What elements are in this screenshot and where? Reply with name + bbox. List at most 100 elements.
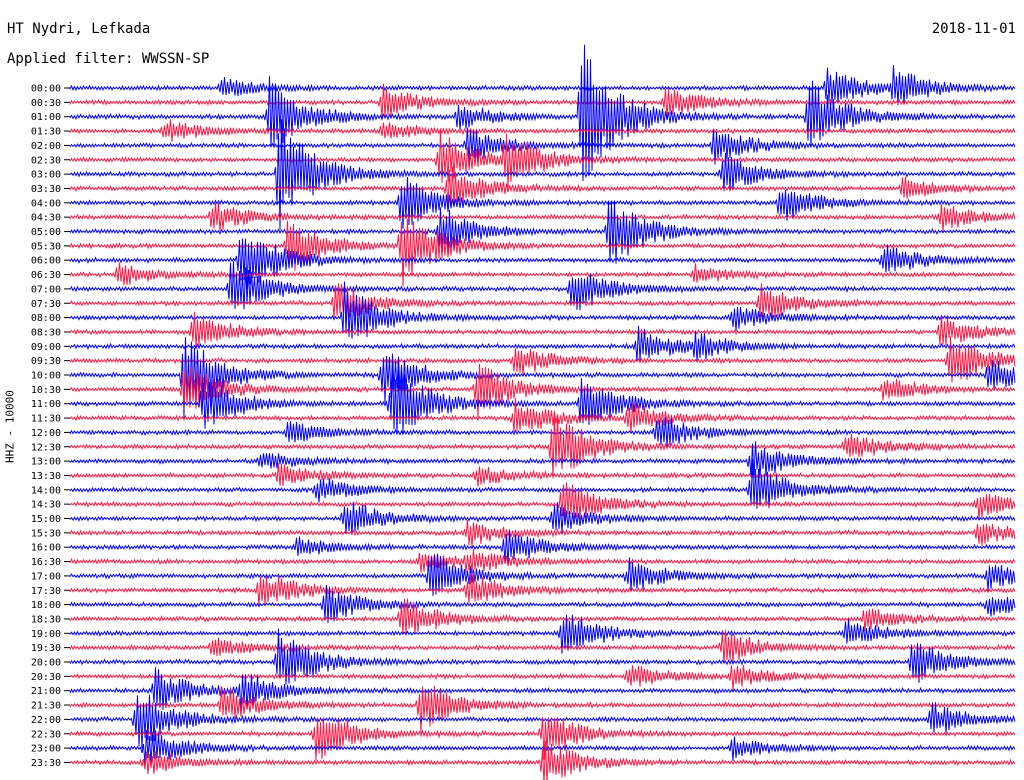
row-tick-label: 07:30 xyxy=(31,299,61,310)
trace-row-0630 xyxy=(69,262,1016,286)
row-tick-label: 16:00 xyxy=(31,543,61,554)
row-tick-label: 14:30 xyxy=(31,500,61,511)
row-tick-label: 06:30 xyxy=(31,270,61,281)
trace-row-1730 xyxy=(69,573,1016,608)
trace-row-1630 xyxy=(69,549,1016,574)
trace-row-1800 xyxy=(69,584,1016,624)
row-tick-label: 05:30 xyxy=(31,241,61,252)
row-tick-label: 12:00 xyxy=(31,428,61,439)
date-label: 2018-11-01 xyxy=(931,21,1016,37)
row-tick-label: 15:30 xyxy=(31,528,61,539)
trace-row-1300 xyxy=(69,441,1016,479)
row-tick-label: 13:00 xyxy=(31,457,61,468)
row-tick-label: 04:30 xyxy=(31,213,61,224)
row-tick-label: 18:30 xyxy=(31,614,61,625)
row-tick-label: 10:00 xyxy=(31,371,61,382)
row-tick-label: 01:30 xyxy=(31,127,61,138)
row-tick-label: 15:00 xyxy=(31,514,61,525)
trace-row-1400 xyxy=(69,458,1016,509)
trace-row-0900 xyxy=(69,325,1016,362)
trace-row-0530 xyxy=(69,219,1016,287)
station-title: HT Nydri, Lefkada xyxy=(7,21,151,37)
row-tick-label: 06:00 xyxy=(31,256,61,267)
trace-row-1830 xyxy=(69,598,1016,636)
row-tick-label: 02:00 xyxy=(31,141,61,152)
row-tick-label: 00:30 xyxy=(31,98,61,109)
trace-row-0100 xyxy=(69,44,1016,182)
trace-row-1530 xyxy=(69,519,1016,548)
row-tick-label: 02:30 xyxy=(31,155,61,166)
row-tick-label: 08:30 xyxy=(31,327,61,338)
row-tick-label: 05:00 xyxy=(31,227,61,238)
row-tick-label: 13:30 xyxy=(31,471,61,482)
trace-row-0300 xyxy=(69,119,1016,230)
row-tick-label: 04:00 xyxy=(31,198,61,209)
row-tick-label: 01:00 xyxy=(31,112,61,123)
row-tick-label: 20:30 xyxy=(31,672,61,683)
row-tick-label: 20:00 xyxy=(31,658,61,669)
trace-row-2330 xyxy=(69,740,1016,780)
trace-row-0600 xyxy=(69,238,1016,290)
row-tick-label: 11:30 xyxy=(31,414,61,425)
row-tick-label: 08:00 xyxy=(31,313,61,324)
trace-row-0930 xyxy=(69,336,1016,383)
trace-row-1200 xyxy=(69,416,1016,447)
row-tick-label: 19:30 xyxy=(31,643,61,654)
trace-row-1600 xyxy=(69,529,1016,566)
row-tick-label: 22:30 xyxy=(31,729,61,740)
trace-row-2230 xyxy=(69,716,1016,762)
trace-row-0830 xyxy=(69,311,1016,348)
trace-row-1430 xyxy=(69,482,1016,521)
row-tick-label: 18:00 xyxy=(31,600,61,611)
row-tick-label: 21:00 xyxy=(31,686,61,697)
trace-row-1930 xyxy=(69,629,1016,665)
trace-row-1000 xyxy=(69,337,1016,419)
row-tick-label: 23:30 xyxy=(31,758,61,769)
row-tick-label: 03:00 xyxy=(31,170,61,181)
trace-row-0800 xyxy=(69,281,1016,339)
trace-row-0130 xyxy=(69,119,1016,142)
trace-row-0700 xyxy=(69,261,1016,311)
row-tick-label: 10:30 xyxy=(31,385,61,396)
trace-row-0200 xyxy=(69,127,1016,165)
trace-row-2000 xyxy=(69,628,1016,685)
row-tick-label: 14:00 xyxy=(31,485,61,496)
row-tick-label: 11:00 xyxy=(31,399,61,410)
row-tick-label: 16:30 xyxy=(31,557,61,568)
trace-row-1900 xyxy=(69,614,1016,654)
trace-row-0430 xyxy=(69,202,1016,233)
trace-row-2130 xyxy=(69,685,1016,734)
trace-row-1100 xyxy=(69,364,1016,435)
row-tick-label: 12:30 xyxy=(31,442,61,453)
trace-row-2030 xyxy=(69,664,1016,691)
row-tick-label: 22:00 xyxy=(31,715,61,726)
row-tick-label: 21:30 xyxy=(31,701,61,712)
trace-row-1500 xyxy=(69,501,1016,536)
trace-row-0400 xyxy=(69,177,1016,229)
row-tick-label: 17:00 xyxy=(31,571,61,582)
trace-row-1330 xyxy=(69,463,1016,487)
trace-row-0730 xyxy=(69,283,1016,319)
trace-row-0230 xyxy=(69,129,1016,188)
trace-row-0500 xyxy=(69,200,1016,264)
filter-subtitle: Applied filter: WWSSN-SP xyxy=(7,51,210,67)
trace-row-2100 xyxy=(69,667,1016,714)
row-tick-label: 17:30 xyxy=(31,586,61,597)
trace-row-0030 xyxy=(69,83,1016,120)
trace-row-1130 xyxy=(69,398,1016,434)
row-tick-label: 23:00 xyxy=(31,744,61,755)
row-tick-label: 00:00 xyxy=(31,84,61,95)
trace-row-0000 xyxy=(69,65,1016,106)
trace-row-1030 xyxy=(69,363,1016,418)
trace-row-2300 xyxy=(69,730,1016,765)
row-tick-label: 07:00 xyxy=(31,284,61,295)
row-tick-label: 09:30 xyxy=(31,356,61,367)
trace-row-1230 xyxy=(69,410,1016,479)
row-tick-label: 19:00 xyxy=(31,629,61,640)
trace-row-1700 xyxy=(69,553,1016,596)
row-tick-label: 03:30 xyxy=(31,184,61,195)
row-tick-label: 09:00 xyxy=(31,342,61,353)
trace-row-0330 xyxy=(69,166,1016,208)
